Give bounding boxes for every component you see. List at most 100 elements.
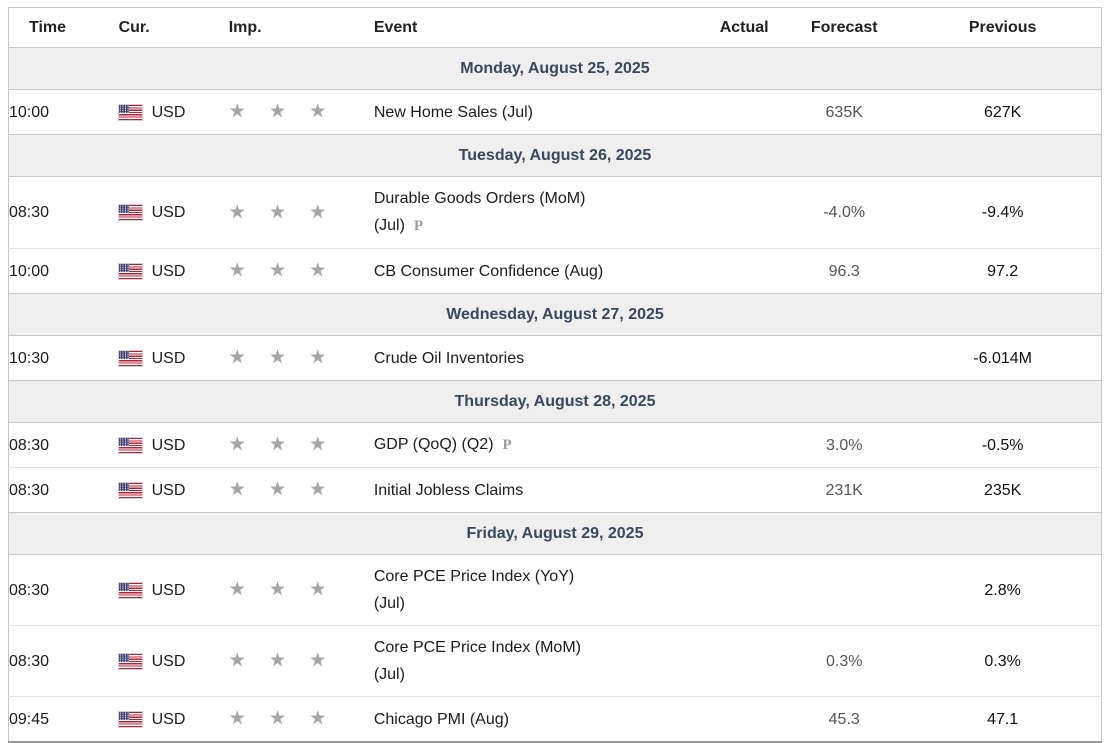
event-link[interactable]: Durable Goods Orders (MoM) <box>373 190 586 207</box>
event-currency-cell: USD <box>118 625 229 697</box>
event-actual <box>704 248 785 294</box>
event-previous: 2.8% <box>904 554 1102 626</box>
currency-code: USD <box>151 103 186 121</box>
event-previous: 627K <box>904 89 1102 135</box>
day-header-row: Friday, August 29, 2025 <box>8 512 1102 555</box>
event-row[interactable]: 09:45 USD ★ ★ ★ Chicago PMI (Aug) 45.3 47.1 <box>8 696 1102 742</box>
event-importance-cell: ★ ★ ★ <box>228 625 374 697</box>
event-currency-cell: USD <box>118 696 229 742</box>
event-name-cell: Initial Jobless Claims <box>373 467 705 513</box>
event-time: 10:00 <box>8 248 119 294</box>
event-link[interactable]: CB Consumer Confidence (Aug) <box>373 262 604 280</box>
event-row[interactable]: 10:00 USD ★ ★ ★ New Home Sales (Jul) 635K 627… <box>8 89 1102 135</box>
event-link[interactable]: New Home Sales (Jul) <box>373 103 533 121</box>
importance-stars: ★ ★ ★ <box>228 579 336 600</box>
currency-code: USD <box>151 710 186 728</box>
us-flag-icon <box>118 205 142 220</box>
event-actual <box>704 625 785 697</box>
currency: USD <box>118 648 229 675</box>
event-forecast: 0.3% <box>784 625 905 697</box>
event-name-line: (Jul) <box>374 590 704 617</box>
currency-code: USD <box>151 436 186 454</box>
event-row[interactable]: 10:00 USD ★ ★ ★ CB Consumer Confidence (Aug… <box>8 248 1102 294</box>
event-name-cell: Crude Oil Inventories <box>373 335 705 381</box>
event-link[interactable]: Core PCE Price Index (MoM) <box>373 639 581 656</box>
event-link[interactable]: GDP (QoQ) (Q2) <box>373 436 494 453</box>
event-currency-cell: USD <box>118 554 229 626</box>
us-flag-icon <box>118 711 142 727</box>
currency: USD <box>118 477 229 504</box>
importance-stars: ★ ★ ★ <box>228 260 336 281</box>
event-time: 08:30 <box>8 467 119 513</box>
currency-code: USD <box>151 581 186 599</box>
event-link[interactable]: (Jul) <box>373 217 405 234</box>
us-flag-icon <box>118 263 142 279</box>
header-actual: Actual <box>704 7 785 48</box>
event-time: 10:00 <box>8 89 119 135</box>
event-name-cell: Chicago PMI (Aug) <box>373 696 705 742</box>
event-name-line: CB Consumer Confidence (Aug) <box>374 258 704 285</box>
event-link[interactable]: (Jul) <box>373 666 405 683</box>
event-actual <box>704 696 785 742</box>
economic-calendar: Time Cur. Imp. Event Actual Forecast Pre… <box>8 7 1102 743</box>
event-name-cell: CB Consumer Confidence (Aug) <box>373 248 705 294</box>
day-header-row: Wednesday, August 27, 2025 <box>8 293 1102 336</box>
currency: USD <box>118 99 229 126</box>
flag-canton <box>118 263 129 272</box>
event-name-cell: Core PCE Price Index (MoM) (Jul) <box>373 625 705 697</box>
event-forecast <box>784 554 905 626</box>
event-row[interactable]: 10:30 USD ★ ★ ★ Crude Oil Inventories -6.014… <box>8 335 1102 381</box>
event-link[interactable]: Crude Oil Inventories <box>373 349 525 367</box>
event-time: 08:30 <box>8 625 119 697</box>
event-actual <box>704 422 785 468</box>
flag-canton <box>118 582 129 591</box>
event-row[interactable]: 08:30 USD ★ ★ ★ Core PCE Price Index (YoY) (… <box>8 554 1102 626</box>
day-header-row: Tuesday, August 26, 2025 <box>8 134 1102 177</box>
event-forecast: 96.3 <box>784 248 905 294</box>
event-name-line: (Jul) P <box>374 212 704 240</box>
event-forecast: 231K <box>784 467 905 513</box>
event-link[interactable]: Chicago PMI (Aug) <box>373 710 509 728</box>
event-name-cell: GDP (QoQ) (Q2) P <box>373 422 705 468</box>
event-name-line: Crude Oil Inventories <box>374 345 704 372</box>
flag-canton <box>118 350 129 359</box>
day-header-label: Monday, August 25, 2025 <box>8 47 1102 90</box>
importance-stars: ★ ★ ★ <box>228 479 336 500</box>
event-row[interactable]: 08:30 USD ★ ★ ★ GDP (QoQ) (Q2) P 3.0% -0.5% <box>8 422 1102 468</box>
event-name-cell: New Home Sales (Jul) <box>373 89 705 135</box>
event-link[interactable]: (Jul) <box>373 595 405 612</box>
event-row[interactable]: 08:30 USD ★ ★ ★ Core PCE Price Index (MoM) (… <box>8 625 1102 697</box>
calendar-body: Monday, August 25, 2025 10:00 USD ★ ★ ★ New … <box>8 47 1102 742</box>
day-header-label: Thursday, August 28, 2025 <box>8 380 1102 423</box>
event-previous: 97.2 <box>904 248 1102 294</box>
event-actual <box>704 335 785 381</box>
event-importance-cell: ★ ★ ★ <box>228 248 374 294</box>
day-header-label: Friday, August 29, 2025 <box>8 512 1102 555</box>
header-event: Event <box>373 7 705 48</box>
day-header-label: Tuesday, August 26, 2025 <box>8 134 1102 177</box>
importance-stars: ★ ★ ★ <box>228 434 336 455</box>
currency: USD <box>118 258 229 285</box>
currency: USD <box>118 345 229 372</box>
flag-canton <box>118 205 129 213</box>
event-previous: 47.1 <box>904 696 1102 742</box>
event-forecast: 635K <box>784 89 905 135</box>
event-row[interactable]: 08:30 USD ★ ★ ★ Initial Jobless Claims 231K 2… <box>8 467 1102 513</box>
calendar-header-row: Time Cur. Imp. Event Actual Forecast Pre… <box>8 7 1102 48</box>
currency-code: USD <box>151 481 186 499</box>
event-previous: -6.014M <box>904 335 1102 381</box>
event-link[interactable]: Initial Jobless Claims <box>373 481 524 499</box>
event-importance-cell: ★ ★ ★ <box>228 467 374 513</box>
header-forecast: Forecast <box>784 7 905 48</box>
event-name-line: Chicago PMI (Aug) <box>374 706 704 733</box>
header-time: Time <box>8 7 119 48</box>
event-currency-cell: USD <box>118 422 229 468</box>
event-row[interactable]: 08:30 USD ★ ★ ★ Durable Goods Orders (MoM) (… <box>8 176 1102 249</box>
currency-code: USD <box>151 204 186 221</box>
currency: USD <box>118 432 229 459</box>
event-link[interactable]: Core PCE Price Index (YoY) <box>373 568 575 585</box>
event-previous: 235K <box>904 467 1102 513</box>
event-actual <box>704 89 785 135</box>
event-importance-cell: ★ ★ ★ <box>228 696 374 742</box>
currency-code: USD <box>151 349 186 367</box>
